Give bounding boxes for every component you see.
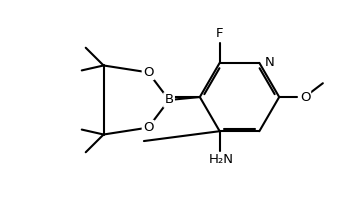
- Text: N: N: [264, 56, 274, 69]
- Text: F: F: [216, 27, 223, 40]
- Text: O: O: [300, 91, 311, 103]
- Text: H₂N: H₂N: [209, 153, 234, 166]
- Text: B: B: [164, 94, 174, 106]
- Text: O: O: [143, 121, 153, 134]
- Text: O: O: [143, 66, 153, 79]
